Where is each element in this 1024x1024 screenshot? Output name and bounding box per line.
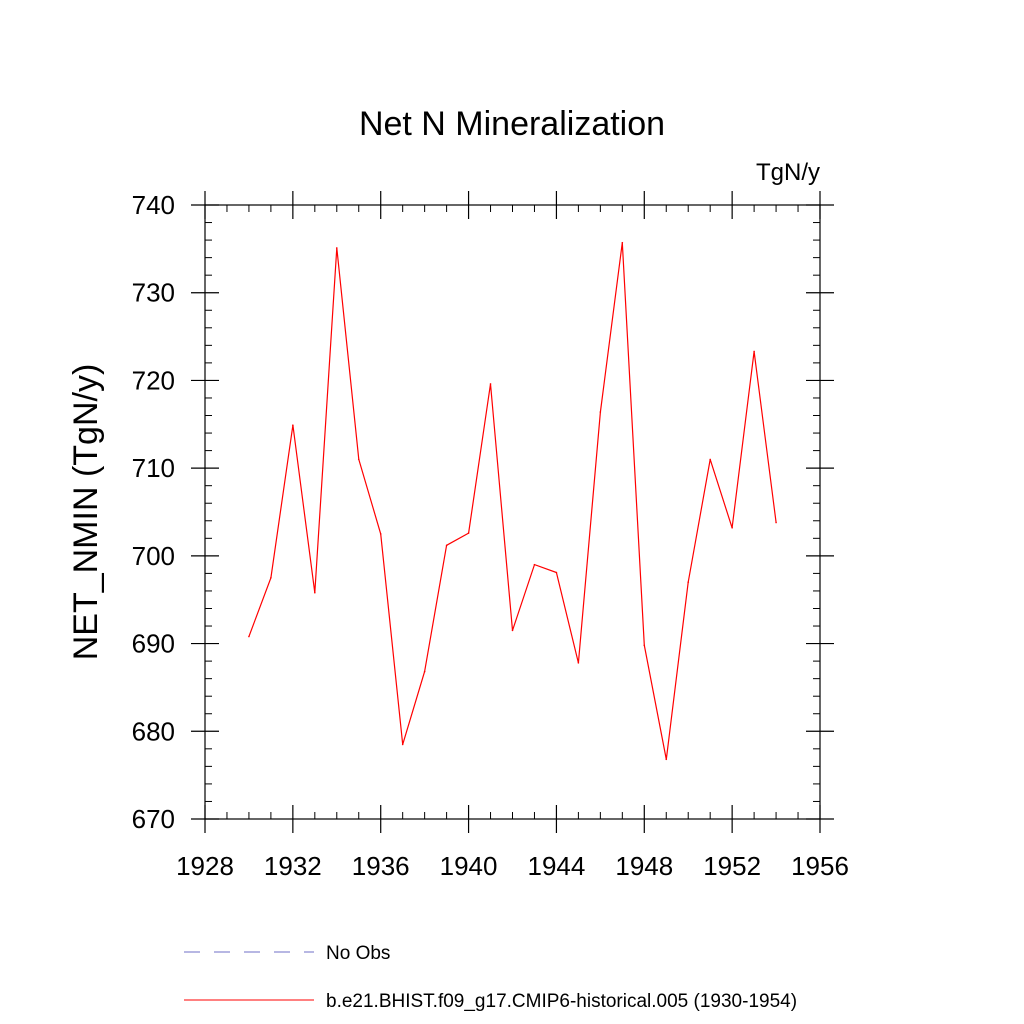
x-tick-label: 1940 [440,851,498,881]
y-tick-label: 690 [132,629,175,659]
y-tick-label: 720 [132,365,175,395]
data-point [445,544,448,547]
y-tick-label: 670 [132,804,175,834]
series-line-0 [248,242,777,760]
data-point [248,635,250,638]
y-tick-label: 700 [132,541,175,571]
data-point [731,526,733,529]
x-tick-label: 1936 [352,851,410,881]
axes: 1928 1932 1936 1940 1944 1948 1952 1956 670 680 69… [132,190,849,881]
data-point [753,350,755,353]
data-point [643,644,646,647]
data-point [555,571,558,574]
x-tick-label: 1932 [264,851,322,881]
y-axis-label: NET_NMIN (TgN/y) [67,364,105,661]
data-point [379,533,382,535]
data-point [292,424,294,426]
chart-title: Net N Mineralization [359,105,665,143]
x-tick-label: 1928 [176,851,234,881]
data-point [665,758,668,761]
y-tick-label: 680 [132,716,175,746]
data-point [621,241,624,244]
y-tick-label: 710 [132,453,175,483]
data-point [423,670,426,673]
x-tick-label: 1956 [791,851,849,881]
x-tick-label: 1944 [528,851,586,881]
data-point [357,458,360,461]
y-tick-label: 740 [132,190,175,220]
data-point [775,521,777,524]
data-point [335,247,338,249]
data-point [599,411,602,413]
plot-frame [204,204,821,820]
data-point [489,383,492,385]
x-tick-label: 1948 [615,851,673,881]
data-point [533,563,536,566]
data-point [401,743,404,746]
data-point [511,629,514,632]
data-point [270,576,272,579]
data-point [577,662,580,664]
legend-label-0: No Obs [326,943,390,964]
legend: No Obs b.e21.BHIST.f09_g17.CMIP6-historic… [184,943,797,1012]
y-tick-label: 730 [132,278,175,308]
data-point [709,458,711,461]
x-tick-label: 1952 [703,851,761,881]
data-point [687,581,690,583]
series-group [248,241,777,761]
data-point [467,532,470,534]
units-label: TgN/y [756,159,820,186]
data-point [314,591,316,594]
legend-label-1: b.e21.BHIST.f09_g17.CMIP6-historical.005… [326,991,797,1012]
